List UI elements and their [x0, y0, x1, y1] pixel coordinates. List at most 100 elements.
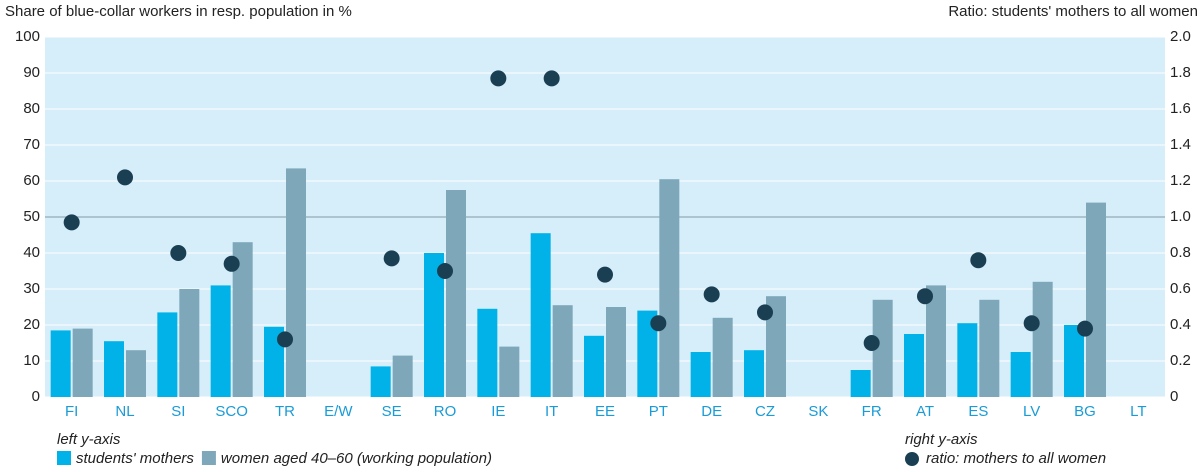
x-tick-label: LV	[1023, 403, 1040, 420]
ratio-dot	[437, 263, 453, 279]
legend-swatch	[201, 451, 216, 465]
y-axis-title: Share of blue-collar workers in resp. po…	[5, 3, 352, 20]
ratio-dot	[383, 250, 400, 267]
y2-axis-title: Ratio: students' mothers to all women	[948, 3, 1198, 20]
y-tick-label: 30	[23, 280, 40, 297]
x-tick-label: SK	[808, 403, 828, 420]
bar	[392, 355, 413, 397]
ratio-dot	[277, 331, 293, 348]
ratio-dot	[863, 335, 880, 351]
ratio-dot	[490, 70, 507, 87]
x-tick-label: TR	[275, 403, 295, 420]
y2-tick-label: 2.0	[1170, 28, 1191, 45]
bar	[530, 233, 551, 397]
x-tick-label: AT	[916, 403, 934, 420]
y2-tick-label: 1.4	[1170, 136, 1191, 153]
y-tick-label: 20	[23, 316, 40, 333]
y-tick-label: 70	[23, 136, 40, 153]
bar	[979, 299, 1000, 397]
bar	[637, 310, 658, 397]
bar	[584, 335, 604, 397]
bar	[446, 190, 466, 397]
ratio-dot	[917, 288, 933, 305]
y-tick-label: 60	[23, 172, 40, 189]
x-tick-label: BG	[1074, 403, 1096, 420]
y2-tick-label: 1.8	[1170, 64, 1191, 81]
x-tick-label: NL	[115, 403, 134, 420]
bar	[424, 253, 444, 397]
x-tick-label: IT	[545, 403, 558, 420]
bar	[286, 168, 306, 397]
bar	[926, 285, 946, 397]
y2-tick-label: 1.2	[1170, 172, 1191, 189]
legend-swatch	[57, 451, 71, 465]
x-tick-label: SE	[382, 403, 402, 420]
bar	[72, 328, 93, 397]
bar	[370, 366, 391, 397]
bar	[210, 285, 231, 397]
legend-label: students' mothers	[76, 450, 194, 467]
bar	[552, 305, 573, 397]
bar	[477, 308, 498, 397]
x-tick-label: PT	[649, 403, 668, 420]
x-tick-label: CZ	[755, 403, 775, 420]
bar	[104, 341, 124, 397]
legend-label: women aged 40–60 (working population)	[221, 450, 492, 467]
ratio-dot	[597, 266, 613, 283]
bar	[1032, 281, 1053, 397]
y-tick-label: 100	[15, 28, 40, 45]
bar	[850, 370, 871, 397]
bar	[904, 334, 924, 397]
x-tick-label: SCO	[215, 403, 248, 420]
bar	[712, 317, 733, 397]
x-tick-label: FI	[65, 403, 78, 420]
y2-tick-label: 0	[1170, 388, 1178, 405]
x-tick-label: ES	[968, 403, 988, 420]
y2-tick-label: 0.8	[1170, 244, 1191, 261]
bar	[690, 352, 711, 397]
legend-left-title: left y-axis	[57, 431, 121, 448]
ratio-dot	[970, 252, 987, 269]
bar	[957, 323, 978, 397]
legend-swatch	[905, 452, 919, 466]
y2-tick-label: 1.0	[1170, 208, 1191, 225]
ratio-dot	[223, 255, 240, 272]
bar	[157, 312, 178, 397]
bar	[872, 299, 893, 397]
ratio-dot	[757, 304, 773, 321]
y-tick-label: 0	[32, 388, 40, 405]
x-tick-label: EE	[595, 403, 615, 420]
bar	[766, 296, 786, 397]
y-tick-label: 10	[23, 352, 40, 369]
x-tick-label: DE	[701, 403, 722, 420]
y2-tick-label: 0.4	[1170, 316, 1191, 333]
y-tick-label: 40	[23, 244, 40, 261]
bar	[606, 307, 626, 397]
x-tick-label: FR	[862, 403, 882, 420]
bar	[744, 350, 764, 397]
y-tick-label: 50	[23, 208, 40, 225]
ratio-dot	[650, 315, 667, 332]
y-tick-label: 90	[23, 64, 40, 81]
bar	[1010, 352, 1031, 397]
y-tick-label: 80	[23, 100, 40, 117]
ratio-dot	[170, 245, 187, 261]
bar	[50, 330, 71, 397]
y2-tick-label: 0.6	[1170, 280, 1191, 297]
ratio-dot	[543, 70, 560, 87]
legend-right-title: right y-axis	[905, 431, 978, 448]
legend-label: ratio: mothers to all women	[926, 450, 1106, 467]
bar	[1086, 202, 1106, 397]
y2-tick-label: 0.2	[1170, 352, 1191, 369]
x-tick-label: E/W	[324, 403, 353, 420]
ratio-dot	[117, 169, 133, 186]
ratio-dot	[63, 214, 80, 231]
x-tick-label: SI	[171, 403, 185, 420]
x-tick-label: RO	[434, 403, 457, 420]
x-tick-label: IE	[491, 403, 505, 420]
bar	[232, 242, 253, 397]
bar	[1064, 325, 1084, 397]
bar	[659, 179, 680, 397]
bar	[499, 346, 520, 397]
